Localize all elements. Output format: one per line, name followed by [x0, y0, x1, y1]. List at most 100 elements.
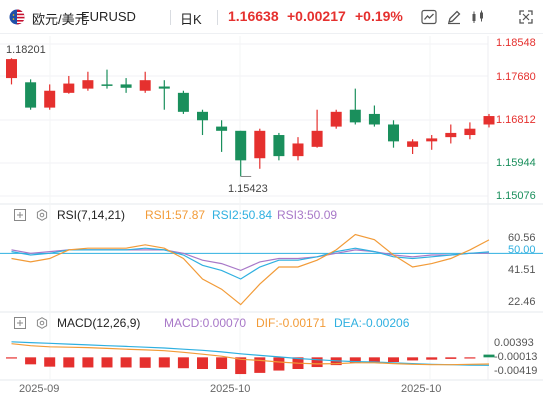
dea-value: DEA:-0.00206: [334, 316, 410, 330]
candle-body: [311, 130, 323, 147]
rsi2-value: RSI2:50.84: [212, 208, 273, 222]
eu-us-flag-icon: [9, 9, 25, 25]
macd-histogram-bar: [197, 357, 208, 369]
macd-histogram-bar: [63, 357, 75, 368]
divider: [170, 10, 171, 25]
macd-y-tick: -0.00419: [494, 365, 538, 377]
rsi1-line: [11, 233, 490, 306]
macd-histogram-bar: [388, 357, 399, 362]
candle-body: [445, 132, 457, 138]
candle-body: [63, 83, 75, 93]
candle-body: [197, 111, 208, 121]
candle-body: [254, 130, 266, 159]
candle-body: [44, 90, 56, 108]
macd-series: [6, 341, 495, 375]
candlestick-series: [6, 58, 495, 177]
candle-body: [139, 80, 151, 91]
x-axis-label: 2025-09: [19, 383, 60, 395]
macd-histogram-bar: [6, 357, 17, 359]
candle-body: [388, 124, 399, 142]
draw-tool-button[interactable]: [444, 7, 464, 27]
rsi-y-tick: 41.51: [508, 264, 536, 276]
macd-y-tick: -0.00013: [494, 351, 538, 363]
candle-body: [273, 135, 285, 157]
y-tick-label: 1.17680: [496, 71, 536, 83]
macd-y-tick: 0.00393: [494, 337, 534, 349]
settings-icon[interactable]: [36, 209, 48, 221]
price-change: +0.00217: [287, 8, 346, 24]
line-chart-icon: [421, 9, 437, 25]
candle-body: [25, 82, 37, 108]
x-axis-label: 2025-10: [401, 383, 442, 395]
rsi-series: [0, 233, 543, 306]
x-axis-label: 2025-10: [210, 383, 251, 395]
macd-histogram-bar: [254, 357, 266, 373]
candle-body: [6, 59, 17, 79]
dea-line: [11, 341, 490, 366]
macd-value: MACD:0.00070: [164, 316, 247, 330]
candle-body: [368, 113, 380, 125]
macd-histogram-bar: [368, 357, 380, 362]
candle-body: [101, 84, 113, 86]
macd-histogram-bar: [139, 357, 151, 368]
draw-icon: [448, 10, 461, 25]
candle-body: [158, 86, 170, 89]
candle-body: [216, 126, 228, 131]
macd-histogram-bar: [407, 357, 419, 361]
fullscreen-icon: [519, 10, 533, 24]
macd-histogram-bar: [445, 357, 457, 359]
collapse-icon[interactable]: [14, 317, 26, 329]
y-tick-label: 1.16812: [496, 114, 536, 126]
candle-body: [82, 80, 94, 89]
macd-histogram-bar: [235, 357, 247, 375]
last-price: 1.16638: [228, 8, 279, 24]
rsi-y-tick: 22.46: [508, 296, 536, 308]
rsi3-value: RSI3:50.09: [277, 208, 338, 222]
symbol-name[interactable]: 欧元/美元: [32, 12, 88, 27]
macd-histogram-bar: [177, 357, 189, 369]
line-chart-button[interactable]: [419, 7, 439, 27]
candle-body: [177, 92, 189, 112]
fullscreen-button[interactable]: [516, 7, 536, 27]
candle-body: [120, 84, 132, 88]
dif-line: [11, 343, 490, 366]
macd-title: MACD(12,26,9): [57, 316, 141, 330]
symbol-code[interactable]: EURUSD: [81, 9, 136, 24]
price-change-percent: +0.19%: [355, 8, 403, 24]
candle-body: [292, 143, 304, 157]
rsi1-value: RSI1:57.87: [145, 208, 206, 222]
candle-body: [464, 128, 476, 136]
candle-body: [349, 109, 361, 123]
candle-body: [426, 138, 438, 142]
high-price-label: 1.18201: [6, 44, 46, 56]
y-tick-label: 1.18548: [496, 37, 536, 49]
collapse-icon[interactable]: [14, 209, 26, 221]
indicator-button[interactable]: [468, 7, 488, 27]
macd-histogram-bar: [82, 357, 94, 368]
macd-histogram-bar: [101, 357, 113, 368]
macd-histogram-bar: [349, 357, 361, 363]
low-price-label: 1.15423: [228, 183, 268, 195]
rsi-y-tick: 60.56: [508, 232, 536, 244]
macd-histogram-bar: [44, 357, 56, 367]
divider: [217, 10, 218, 25]
macd-histogram-bar: [158, 357, 170, 368]
macd-histogram-bar: [25, 357, 37, 365]
indicator-icon: [472, 10, 483, 23]
candle-body: [407, 141, 419, 147]
rsi-title: RSI(7,14,21): [57, 208, 126, 222]
candle-body: [235, 130, 247, 161]
period-selector[interactable]: 日K: [180, 12, 202, 27]
macd-histogram-bar: [120, 357, 132, 368]
y-tick-label: 1.15076: [496, 190, 536, 202]
macd-histogram-bar: [216, 357, 228, 369]
macd-histogram-bar: [464, 357, 476, 359]
candle-body: [330, 111, 342, 127]
settings-icon[interactable]: [36, 317, 48, 329]
rsi2-line: [11, 247, 490, 280]
candle-body: [483, 116, 495, 125]
grid: [0, 36, 543, 381]
macd-histogram-bar: [311, 357, 323, 368]
dif-value: DIF:-0.00171: [256, 316, 327, 330]
